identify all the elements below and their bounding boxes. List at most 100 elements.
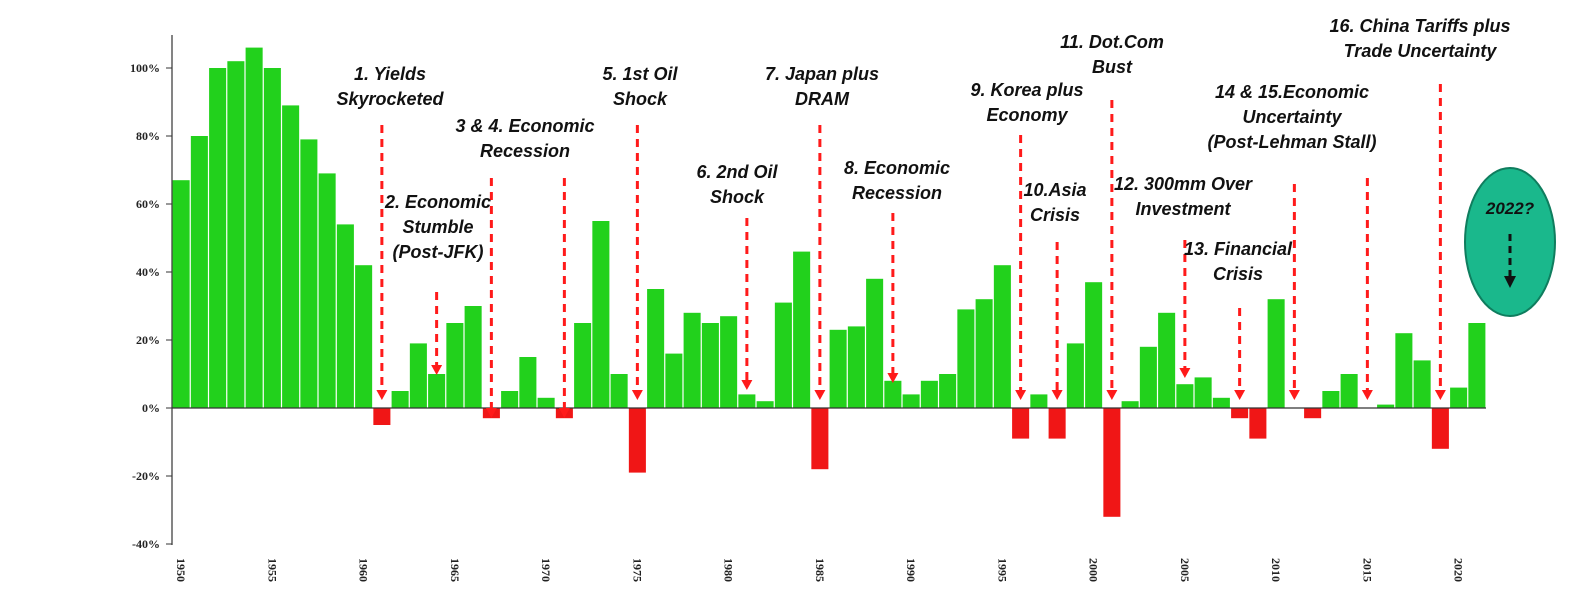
annotation-line: 14 & 15.Economic	[1215, 82, 1369, 102]
bar-1957	[300, 139, 318, 408]
bar-1980	[720, 316, 738, 408]
x-tick-label: 1965	[448, 558, 462, 582]
annotation-line: Stumble	[402, 217, 473, 237]
annotation-line: 3 & 4. Economic	[455, 116, 594, 136]
bar-2012	[1304, 408, 1322, 419]
bar-1961	[373, 408, 391, 425]
bar-1953	[227, 61, 245, 408]
bar-2013	[1322, 391, 1340, 408]
bar-1996	[1012, 408, 1030, 439]
bar-1960	[355, 265, 373, 408]
x-tick-label: 1960	[357, 558, 371, 582]
bar-2006	[1194, 377, 1212, 408]
annotation-arrow-3	[485, 178, 497, 418]
annotation-arrow-7	[887, 213, 899, 383]
annotation-8: 9. Korea plus Economy	[970, 80, 1083, 125]
bar-2014	[1340, 374, 1358, 408]
annotation-1: 1. Yields Skyrocketed	[336, 64, 444, 109]
annotation-line: Trade Uncertainty	[1344, 41, 1498, 61]
annotation-14: 16. China Tariffs plus Trade Uncertainty	[1329, 16, 1510, 61]
annotation-arrow-9	[1051, 242, 1063, 400]
bar-1965	[446, 323, 464, 408]
arrow-head	[431, 365, 443, 375]
annotation-line: DRAM	[795, 89, 850, 109]
bar-1968	[501, 391, 519, 408]
bar-1973	[592, 221, 610, 408]
bar-1975	[628, 408, 646, 473]
arrow-head	[1106, 390, 1118, 400]
annotation-line: Bust	[1092, 57, 1133, 77]
bar-1966	[464, 306, 482, 408]
bar-2018	[1413, 360, 1431, 408]
annotation-line: 10.Asia	[1023, 180, 1086, 200]
arrow-head	[558, 408, 570, 418]
bar-2017	[1395, 333, 1413, 408]
annotation-arrow-8	[1015, 135, 1027, 400]
arrow-head	[1015, 390, 1027, 400]
bar-1987	[847, 326, 865, 408]
bar-2009	[1249, 408, 1267, 439]
bar-1962	[391, 391, 409, 408]
bar-2020	[1450, 387, 1468, 408]
annotation-arrow-14	[1434, 84, 1446, 400]
annotation-line: 16. China Tariffs plus	[1329, 16, 1510, 36]
forecast-label: 2022?	[1485, 199, 1535, 218]
bar-2019	[1431, 408, 1449, 449]
forecast-arrow-head	[1504, 276, 1516, 288]
annotation-arrow-4	[631, 125, 643, 400]
arrow-head	[485, 408, 497, 418]
bar-1955	[263, 68, 281, 408]
bar-1978	[683, 312, 701, 408]
annotations-group: 1. Yields Skyrocketed 2. Economic Stumble (P…	[336, 16, 1510, 284]
annotation-10: 11. Dot.Com Bust	[1060, 32, 1164, 77]
annotation-arrow-5	[741, 218, 753, 390]
bar-2000	[1085, 282, 1103, 408]
bar-1958	[318, 173, 336, 408]
annotation-arrow-13	[1288, 184, 1300, 400]
annotation-line: Shock	[613, 89, 668, 109]
arrow-head	[1361, 390, 1373, 400]
bar-1988	[866, 278, 884, 408]
x-tick-label: 2000	[1087, 558, 1101, 582]
bar-1997	[1030, 394, 1048, 408]
forecast-ellipse	[1464, 167, 1556, 317]
y-tick-label: 0%	[142, 401, 160, 415]
bar-2004	[1158, 312, 1176, 408]
arrow-head	[741, 380, 753, 390]
annotation-arrow-6	[814, 125, 826, 400]
arrow-head	[1434, 390, 1446, 400]
axes-group: -40% -20% 0% 20% 40% 60% 80% 100% 1950 1955 1960 19…	[130, 35, 1486, 582]
x-tick-label: 1980	[722, 558, 736, 582]
bar-2002	[1121, 401, 1139, 408]
bar-2021	[1468, 323, 1486, 408]
annotation-line: 2. Economic	[384, 192, 491, 212]
bar-1982	[756, 401, 774, 408]
annotation-line: 13. Financial	[1184, 239, 1293, 259]
x-tick-label: 1955	[265, 558, 279, 582]
annotation-line: (Post-Lehman Stall)	[1207, 132, 1376, 152]
annotation-line: 11. Dot.Com	[1060, 32, 1164, 52]
arrow-head	[1234, 390, 1246, 400]
annotation-arrow-12	[1234, 308, 1246, 400]
bar-1984	[793, 251, 811, 408]
annotation-4: 5. 1st Oil Shock	[602, 64, 678, 109]
forecast-badge: 2022?	[1464, 167, 1556, 317]
y-tick-label: -40%	[132, 537, 160, 551]
annotation-line: 6. 2nd Oil	[696, 162, 778, 182]
x-tick-label: 2010	[1269, 558, 1283, 582]
annotation-line: 1. Yields	[354, 64, 426, 84]
arrow-head	[376, 390, 388, 400]
y-tick-label: -20%	[132, 469, 160, 483]
annotation-2: 2. Economic Stumble (Post-JFK)	[384, 192, 491, 262]
x-tick-label: 2020	[1452, 558, 1466, 582]
bar-1994	[975, 299, 993, 408]
bar-1999	[1066, 343, 1084, 408]
bar-2001	[1103, 408, 1121, 517]
annotation-3: 3 & 4. Economic Recession	[455, 116, 594, 161]
x-tick-label: 1990	[904, 558, 918, 582]
bar-1963	[409, 343, 427, 408]
annotation-6: 7. Japan plus DRAM	[765, 64, 879, 109]
annotation-line: 5. 1st Oil	[602, 64, 678, 84]
annotation-arrows	[376, 84, 1446, 418]
